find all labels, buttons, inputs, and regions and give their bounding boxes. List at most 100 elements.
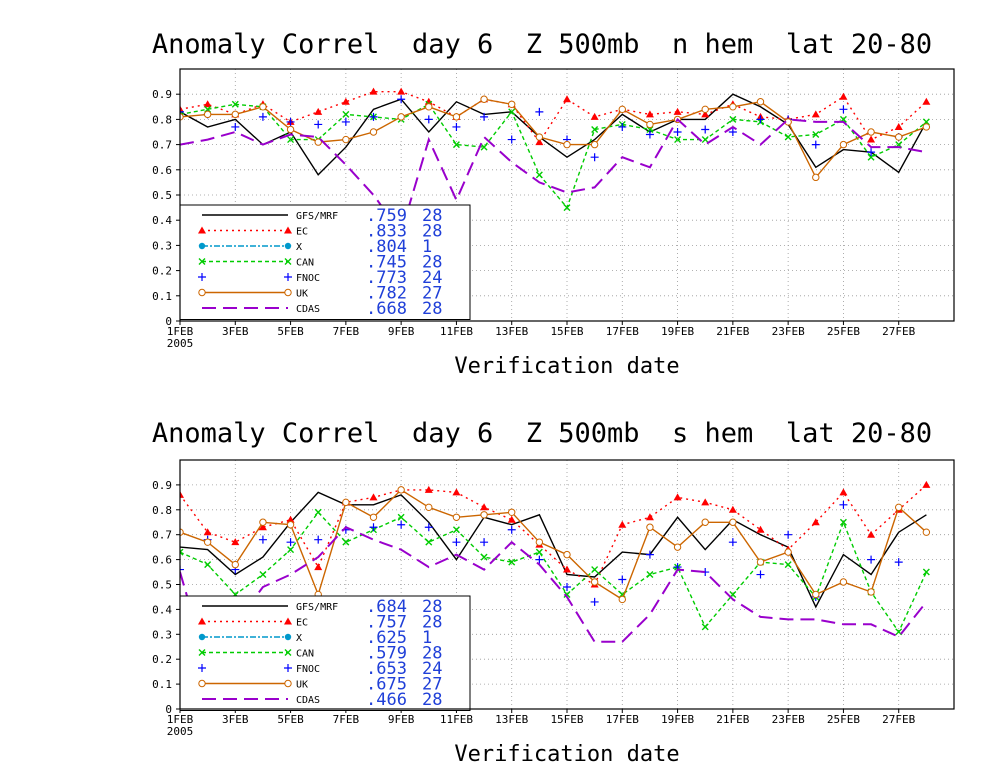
data-point [563, 204, 571, 212]
data-point [507, 525, 516, 534]
data-point [922, 480, 931, 488]
y-tick-label: 0.9 [152, 479, 172, 492]
series-fnoc [180, 95, 903, 162]
data-point [314, 120, 323, 129]
legend-label: CAN [296, 258, 314, 269]
series-line [180, 489, 927, 601]
legend-stat: .466 [366, 690, 407, 710]
data-point [314, 138, 322, 146]
data-point [894, 558, 903, 567]
x-tick-label: 25FEB [827, 325, 860, 338]
data-point [812, 590, 820, 599]
x-tick-label: 9FEB [388, 713, 415, 726]
legend-marker [198, 649, 206, 656]
data-point [342, 110, 350, 118]
data-point [590, 578, 599, 586]
data-point [729, 115, 737, 123]
data-point [618, 575, 627, 584]
data-point [425, 538, 433, 546]
data-point [618, 595, 626, 604]
y-tick-label: 0.9 [152, 88, 172, 101]
data-point [259, 103, 267, 111]
plot-frame [179, 68, 955, 322]
data-point [286, 538, 295, 547]
data-point [397, 95, 406, 104]
data-point [452, 538, 461, 547]
data-point [922, 528, 931, 536]
data-point [701, 136, 709, 144]
x-tick-label: 25FEB [827, 713, 860, 726]
x-tick-label: 15FEB [550, 713, 583, 726]
data-point [756, 98, 765, 106]
data-point [480, 553, 488, 561]
legend-label: GFS/MRF [296, 602, 338, 613]
y-tick-label: 0.7 [152, 529, 172, 542]
data-point [895, 503, 903, 512]
data-point [369, 112, 378, 121]
data-point [314, 563, 323, 571]
legend-marker [198, 226, 206, 234]
data-point [618, 122, 627, 131]
legend-box [179, 595, 471, 711]
legend-count: 27 [422, 675, 442, 695]
series-line [180, 103, 927, 209]
data-point [673, 128, 682, 136]
data-point [535, 138, 544, 146]
data-point [452, 122, 461, 131]
legend-count: 1 [422, 237, 432, 257]
legend-label: EC [296, 618, 308, 629]
data-point [180, 105, 184, 113]
data-point [701, 518, 709, 526]
data-point [424, 523, 433, 532]
data-point [203, 538, 212, 546]
data-point [452, 488, 461, 496]
legend-marker [284, 617, 292, 625]
legend-marker [198, 242, 206, 250]
legend-stat: .773 [366, 268, 407, 288]
data-point [452, 141, 460, 149]
data-point [231, 122, 240, 131]
legend-entry: CAN .579 28 [198, 644, 442, 664]
legend-stat: .668 [366, 299, 407, 319]
data-point [867, 588, 875, 596]
legend-label: CDAS [296, 304, 320, 315]
data-point [756, 115, 765, 124]
x-tick-label: 27FEB [882, 325, 915, 338]
legend-entry: CAN .745 28 [198, 253, 442, 273]
x-tick-label: 7FEB [333, 713, 360, 726]
data-point [867, 128, 875, 136]
data-point [618, 520, 627, 528]
data-point [811, 518, 820, 526]
legend-entry: X .625 1 [198, 628, 432, 648]
legend-count: 28 [422, 299, 442, 319]
data-point [258, 535, 267, 544]
legend-box [179, 204, 471, 320]
data-point [535, 171, 543, 179]
y-tick-label: 0 [165, 703, 172, 716]
data-point [424, 485, 433, 493]
data-point [259, 518, 267, 526]
data-point [867, 530, 876, 538]
legend-count: 28 [422, 206, 442, 226]
y-tick-label: 0.6 [152, 164, 172, 177]
legend-label: X [296, 242, 302, 253]
data-point [342, 538, 350, 546]
data-point [508, 508, 516, 516]
data-point [590, 153, 599, 162]
data-point [286, 125, 295, 134]
data-point [646, 523, 654, 531]
legend-marker [284, 649, 292, 656]
legend-entry: EC .833 28 [198, 222, 442, 242]
data-point [894, 122, 903, 130]
legend-count: 24 [422, 268, 442, 288]
chart-title: Anomaly Correl day 6 Z 500mb s hem lat 2… [152, 418, 932, 449]
legend-marker [198, 664, 206, 672]
data-point [673, 493, 682, 501]
data-point [203, 528, 212, 536]
data-point [645, 550, 654, 559]
legend-count: 28 [422, 613, 442, 633]
x-tick-label: 11FEB [440, 325, 473, 338]
legend-count: 24 [422, 659, 442, 679]
legend-label: EC [296, 227, 308, 238]
